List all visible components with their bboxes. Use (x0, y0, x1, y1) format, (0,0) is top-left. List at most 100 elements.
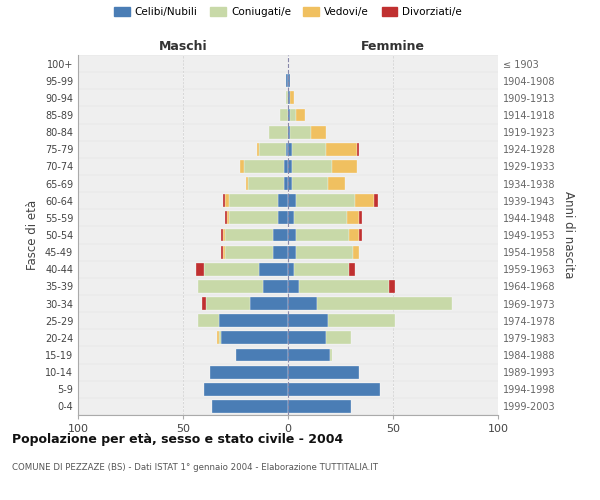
Bar (288, 400, 351, 413)
Bar (269, 126, 288, 138)
Bar (286, 92, 288, 104)
Bar (288, 74, 290, 87)
Bar (210, 366, 288, 378)
Bar (295, 263, 349, 276)
Text: Maschi: Maschi (158, 40, 208, 53)
Bar (277, 212, 288, 224)
Bar (206, 297, 250, 310)
Bar (259, 143, 286, 156)
Bar (202, 297, 206, 310)
Text: Femmine: Femmine (361, 40, 425, 53)
Bar (280, 108, 288, 122)
Bar (359, 212, 362, 224)
Bar (288, 280, 299, 293)
Bar (288, 383, 380, 396)
Bar (229, 194, 277, 207)
Bar (257, 143, 259, 156)
Text: Popolazione per età, sesso e stato civile - 2004: Popolazione per età, sesso e stato civil… (12, 432, 343, 446)
Bar (295, 212, 347, 224)
Bar (277, 194, 288, 207)
Bar (198, 314, 218, 327)
Bar (229, 212, 277, 224)
Bar (349, 228, 359, 241)
Bar (389, 280, 395, 293)
Bar (196, 263, 204, 276)
Bar (288, 263, 295, 276)
Bar (217, 332, 218, 344)
Bar (218, 332, 221, 344)
Bar (288, 194, 296, 207)
Bar (225, 194, 229, 207)
Bar (288, 228, 296, 241)
Bar (328, 177, 345, 190)
Bar (225, 212, 227, 224)
Bar (288, 314, 328, 327)
Bar (355, 194, 374, 207)
Bar (235, 348, 288, 362)
Bar (212, 400, 288, 413)
Bar (288, 366, 359, 378)
Bar (284, 177, 288, 190)
Bar (288, 92, 290, 104)
Bar (223, 246, 225, 258)
Bar (374, 194, 379, 207)
Bar (225, 228, 274, 241)
Bar (332, 160, 358, 173)
Bar (288, 108, 290, 122)
Bar (248, 177, 284, 190)
Bar (290, 92, 295, 104)
Bar (292, 143, 326, 156)
Bar (358, 143, 359, 156)
Bar (292, 177, 328, 190)
Bar (290, 108, 296, 122)
Bar (274, 228, 288, 241)
Y-axis label: Anni di nascita: Anni di nascita (562, 192, 575, 278)
Bar (296, 228, 349, 241)
Bar (221, 246, 223, 258)
Bar (284, 160, 288, 173)
Bar (223, 228, 225, 241)
Bar (227, 212, 229, 224)
Bar (288, 332, 326, 344)
Bar (263, 280, 288, 293)
Bar (204, 383, 288, 396)
Bar (204, 263, 259, 276)
Bar (244, 160, 284, 173)
Bar (347, 212, 359, 224)
Bar (240, 160, 244, 173)
Bar (274, 246, 288, 258)
Bar (288, 126, 290, 138)
Bar (286, 74, 288, 87)
Text: COMUNE DI PEZZAZE (BS) - Dati ISTAT 1° gennaio 2004 - Elaborazione TUTTITALIA.IT: COMUNE DI PEZZAZE (BS) - Dati ISTAT 1° g… (12, 463, 378, 472)
Bar (221, 332, 288, 344)
Bar (225, 246, 274, 258)
Bar (288, 177, 292, 190)
Bar (221, 228, 223, 241)
Bar (288, 297, 317, 310)
Bar (223, 194, 225, 207)
Bar (288, 143, 292, 156)
Bar (250, 297, 288, 310)
Bar (288, 212, 295, 224)
Bar (299, 280, 389, 293)
Bar (259, 263, 288, 276)
Bar (286, 143, 288, 156)
Bar (218, 314, 288, 327)
Bar (288, 246, 296, 258)
Bar (353, 246, 359, 258)
Bar (296, 194, 355, 207)
Bar (330, 348, 332, 362)
Bar (290, 126, 311, 138)
Bar (288, 348, 330, 362)
Bar (311, 126, 326, 138)
Bar (328, 314, 395, 327)
Bar (359, 228, 362, 241)
Bar (296, 246, 353, 258)
Bar (317, 297, 452, 310)
Bar (288, 160, 292, 173)
Bar (349, 263, 355, 276)
Bar (292, 160, 332, 173)
Bar (198, 280, 263, 293)
Y-axis label: Fasce di età: Fasce di età (26, 200, 39, 270)
Legend: Celibi/Nubili, Coniugati/e, Vedovi/e, Divorziati/e: Celibi/Nubili, Coniugati/e, Vedovi/e, Di… (110, 2, 466, 21)
